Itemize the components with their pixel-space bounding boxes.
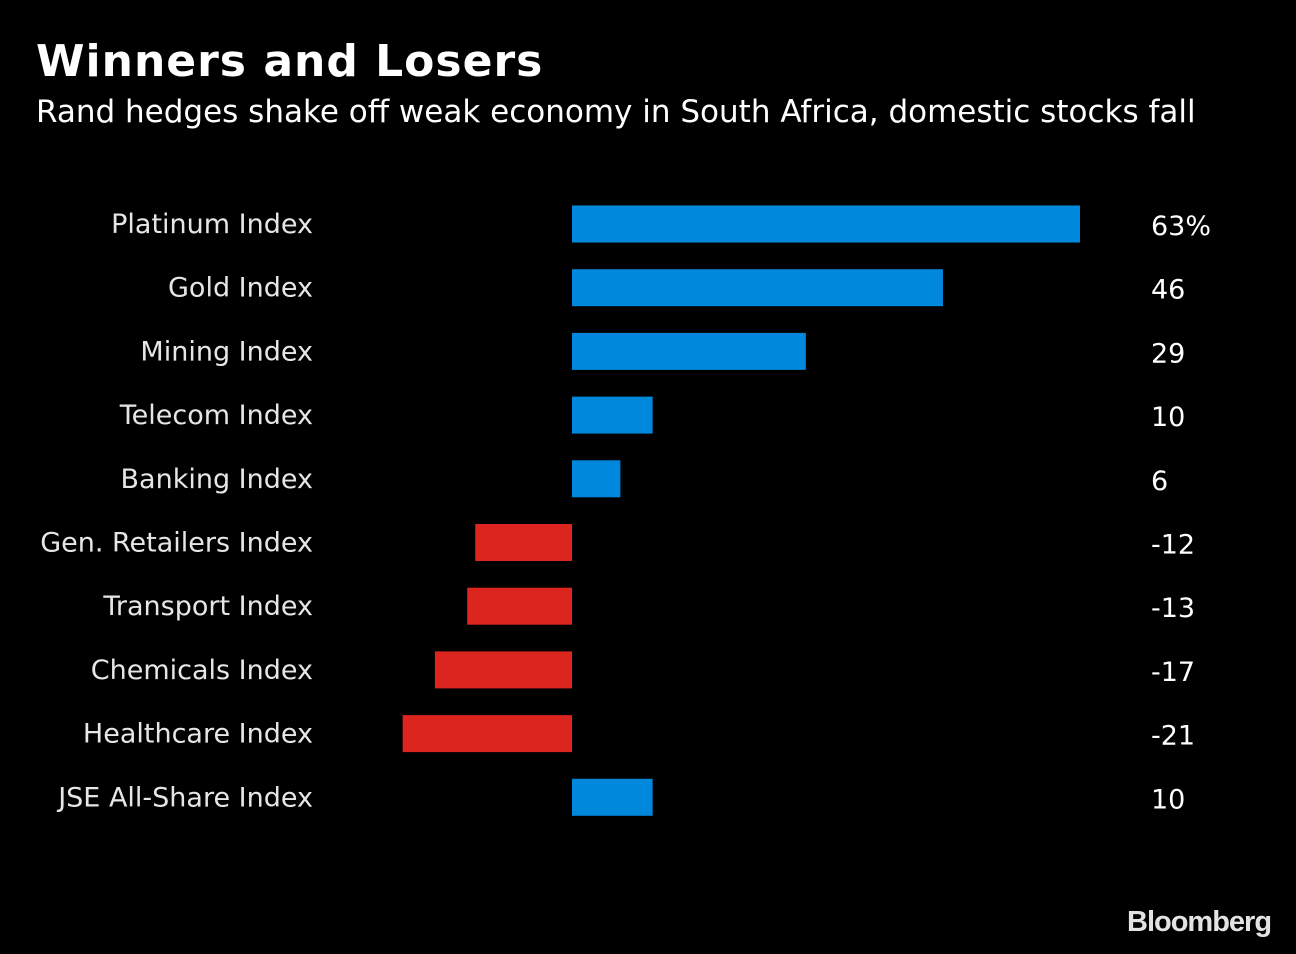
category-label: Gold Index	[168, 273, 313, 304]
category-label: Transport Index	[102, 591, 313, 622]
chart-subtitle: Rand hedges shake off weak economy in So…	[36, 94, 1196, 130]
value-label: -13	[1151, 593, 1195, 624]
category-label: Telecom Index	[119, 400, 313, 431]
value-label: -17	[1151, 657, 1195, 688]
bar	[572, 205, 1080, 243]
bar	[572, 778, 653, 816]
value-label: 29	[1151, 338, 1185, 369]
bar	[572, 269, 943, 307]
value-label: -21	[1151, 721, 1195, 752]
category-label: Gen. Retailers Index	[40, 528, 313, 559]
bar	[572, 332, 806, 370]
bar	[467, 587, 572, 625]
category-label: Banking Index	[121, 464, 314, 495]
bar	[402, 715, 572, 753]
category-label: Chemicals Index	[91, 655, 313, 686]
category-label: JSE All-Share Index	[56, 782, 313, 813]
chart-title: Winners and Losers	[36, 36, 544, 87]
bar	[572, 460, 621, 498]
value-label: -12	[1151, 530, 1195, 561]
category-label: Healthcare Index	[83, 719, 313, 750]
value-label: 10	[1151, 402, 1185, 433]
bar	[475, 524, 572, 561]
value-label: 46	[1151, 275, 1185, 306]
value-label: 63%	[1151, 211, 1211, 242]
bar	[572, 396, 653, 434]
value-label: 10	[1151, 784, 1185, 815]
bloomberg-logo: Bloomberg	[1127, 906, 1272, 938]
category-label: Platinum Index	[111, 209, 313, 240]
bar	[434, 651, 572, 689]
category-label: Mining Index	[140, 336, 313, 367]
value-label: 6	[1151, 466, 1168, 497]
